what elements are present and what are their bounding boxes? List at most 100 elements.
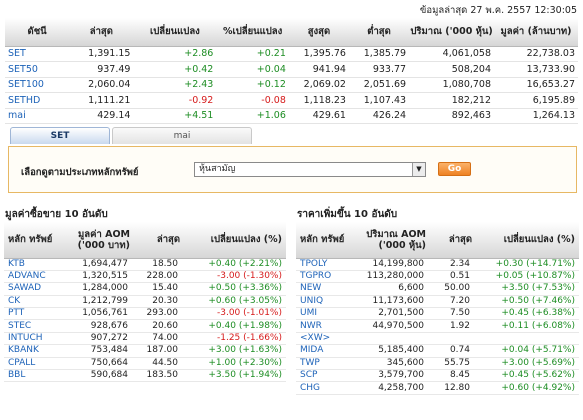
symbol-link[interactable]: INTUCH [4, 332, 56, 346]
last-value: 44.50 [130, 357, 180, 371]
table-row: STEC 928,676 20.60 +0.40 (+1.98%) [4, 319, 286, 333]
pct-change-value: +0.04 [216, 61, 289, 78]
aom-value: 345,600 [346, 357, 426, 371]
change-value: +3.50 (+1.94%) [180, 369, 286, 383]
aom-value: 4,258,700 [346, 381, 426, 395]
header-high: สูงสุด [288, 18, 349, 47]
aom-value [346, 332, 426, 346]
tab-set[interactable]: SET [10, 127, 110, 144]
change-value: +2.86 [133, 46, 217, 62]
symbol-link[interactable]: SAWAD [4, 282, 56, 296]
index-row: SET100 2,060.04 +2.43 +0.12 2,069.02 2,051.69… [5, 77, 578, 93]
high-value: 429.61 [288, 108, 349, 124]
table-row: NWR 44,970,500 1.92 +0.11 (+6.08%) [296, 319, 579, 333]
table-row: KBANK 753,484 187.00 +3.00 (+1.63%) [4, 344, 286, 358]
go-button[interactable]: Go [438, 162, 471, 176]
volume-value: 1,080,708 [409, 77, 495, 93]
header-aom-volume: ปริมาณ AOM ('000 หุ้น) [346, 222, 426, 259]
table-row: CK 1,212,799 20.30 +0.60 (+3.05%) [4, 295, 286, 309]
symbol-link[interactable]: KBANK [4, 344, 56, 358]
header-volume: ปริมาณ ('000 หุ้น) [409, 18, 495, 47]
value-value: 22,738.03 [494, 46, 578, 62]
symbol-link[interactable]: <XW> [296, 332, 346, 346]
symbol-link[interactable]: ADVANC [4, 270, 56, 284]
symbol-link[interactable]: CPALL [4, 357, 56, 371]
symbol-link[interactable]: BBL [4, 369, 56, 383]
aom-value: 113,280,000 [346, 270, 426, 284]
symbol-link[interactable]: CHG [296, 381, 346, 395]
header-symbol: หลัก ทรัพย์ [296, 222, 346, 259]
pct-change-value: -0.08 [216, 92, 289, 109]
aom-value: 44,970,500 [346, 319, 426, 333]
volume-value: 508,204 [409, 61, 495, 78]
top-value-header: หลัก ทรัพย์ มูลค่า AOM ('000 บาท) ล่าสุด… [4, 222, 286, 259]
security-type-select[interactable]: หุ้นสามัญ ▼ [194, 162, 426, 177]
value-value: 1,264.13 [494, 108, 578, 124]
aom-value: 6,600 [346, 282, 426, 296]
symbol-link[interactable]: NWR [296, 319, 346, 333]
change-value [472, 332, 579, 346]
table-row: <XW> [296, 332, 579, 346]
symbol-link[interactable]: NEW [296, 282, 346, 296]
last-value: 12.80 [426, 381, 472, 395]
low-value: 1,107.43 [348, 92, 410, 109]
security-type-selected: หุ้นสามัญ [199, 164, 236, 174]
tab-mai[interactable]: mai [112, 127, 252, 144]
symbol-link[interactable]: UNIQ [296, 295, 346, 309]
symbol-link[interactable]: SCP [296, 369, 346, 383]
aom-value: 1,320,515 [56, 270, 130, 284]
symbol-link[interactable]: UMI [296, 307, 346, 321]
table-row: TPOLY 14,199,800 2.34 +0.30 (+14.71%) [296, 258, 579, 271]
table-row: BBL 590,684 183.50 +3.50 (+1.94%) [4, 369, 286, 383]
last-value [426, 332, 472, 346]
last-value: 7.50 [426, 307, 472, 321]
last-value: 0.51 [426, 270, 472, 284]
aom-value: 11,173,600 [346, 295, 426, 309]
symbol-link[interactable]: SETHD [5, 92, 70, 109]
last-value: 20.30 [130, 295, 180, 309]
change-value: +0.40 (+1.98%) [180, 319, 286, 333]
last-value: 1,111.21 [69, 92, 134, 109]
change-value: +0.04 (+5.71%) [472, 344, 579, 358]
symbol-link[interactable]: SET50 [5, 61, 70, 78]
header-value: มูลค่า (ล้านบาท) [494, 18, 578, 47]
header-last: ล่าสุด [426, 222, 472, 259]
symbol-link[interactable]: mai [5, 108, 70, 124]
aom-value: 928,676 [56, 319, 130, 333]
high-value: 1,395.76 [288, 46, 349, 62]
value-value: 13,733.90 [494, 61, 578, 78]
table-row: NEW 6,600 50.00 +3.50 (+7.53%) [296, 282, 579, 296]
last-value: 2.34 [426, 258, 472, 271]
change-value: +3.50 (+7.53%) [472, 282, 579, 296]
header-change-pct: เปลี่ยนแปลง (%) [472, 222, 579, 259]
index-row: SETHD 1,111.21 -0.92 -0.08 1,118.23 1,107.43 1… [5, 92, 578, 109]
table-row: CHG 4,258,700 12.80 +0.60 (+4.92%) [296, 381, 579, 395]
symbol-link[interactable]: CK [4, 295, 56, 309]
low-value: 2,051.69 [348, 77, 410, 93]
change-value: -1.25 (-1.66%) [180, 332, 286, 346]
last-value: 429.14 [69, 108, 134, 124]
symbol-link[interactable]: PTT [4, 307, 56, 321]
last-value: 50.00 [426, 282, 472, 296]
last-value: 15.40 [130, 282, 180, 296]
aom-value: 1,212,799 [56, 295, 130, 309]
last-value: 7.20 [426, 295, 472, 309]
symbol-link[interactable]: TPOLY [296, 258, 346, 271]
header-aom-value: มูลค่า AOM ('000 บาท) [56, 222, 130, 259]
symbol-link[interactable]: SET [5, 46, 70, 62]
symbol-link[interactable]: SET100 [5, 77, 70, 93]
table-row: MIDA 5,185,400 0.74 +0.04 (+5.71%) [296, 344, 579, 358]
symbol-link[interactable]: MIDA [296, 344, 346, 358]
symbol-link[interactable]: KTB [4, 258, 56, 271]
aom-value: 3,579,700 [346, 369, 426, 383]
aom-value: 1,284,000 [56, 282, 130, 296]
aom-value: 753,484 [56, 344, 130, 358]
last-value: 55.75 [426, 357, 472, 371]
chevron-down-icon[interactable]: ▼ [412, 163, 425, 176]
symbol-link[interactable]: STEC [4, 319, 56, 333]
symbol-link[interactable]: TGPRO [296, 270, 346, 284]
symbol-link[interactable]: TWP [296, 357, 346, 371]
change-value: +0.60 (+3.05%) [180, 295, 286, 309]
aom-value: 1,694,477 [56, 258, 130, 271]
top-value-table: หลัก ทรัพย์ มูลค่า AOM ('000 บาท) ล่าสุด… [4, 222, 286, 383]
